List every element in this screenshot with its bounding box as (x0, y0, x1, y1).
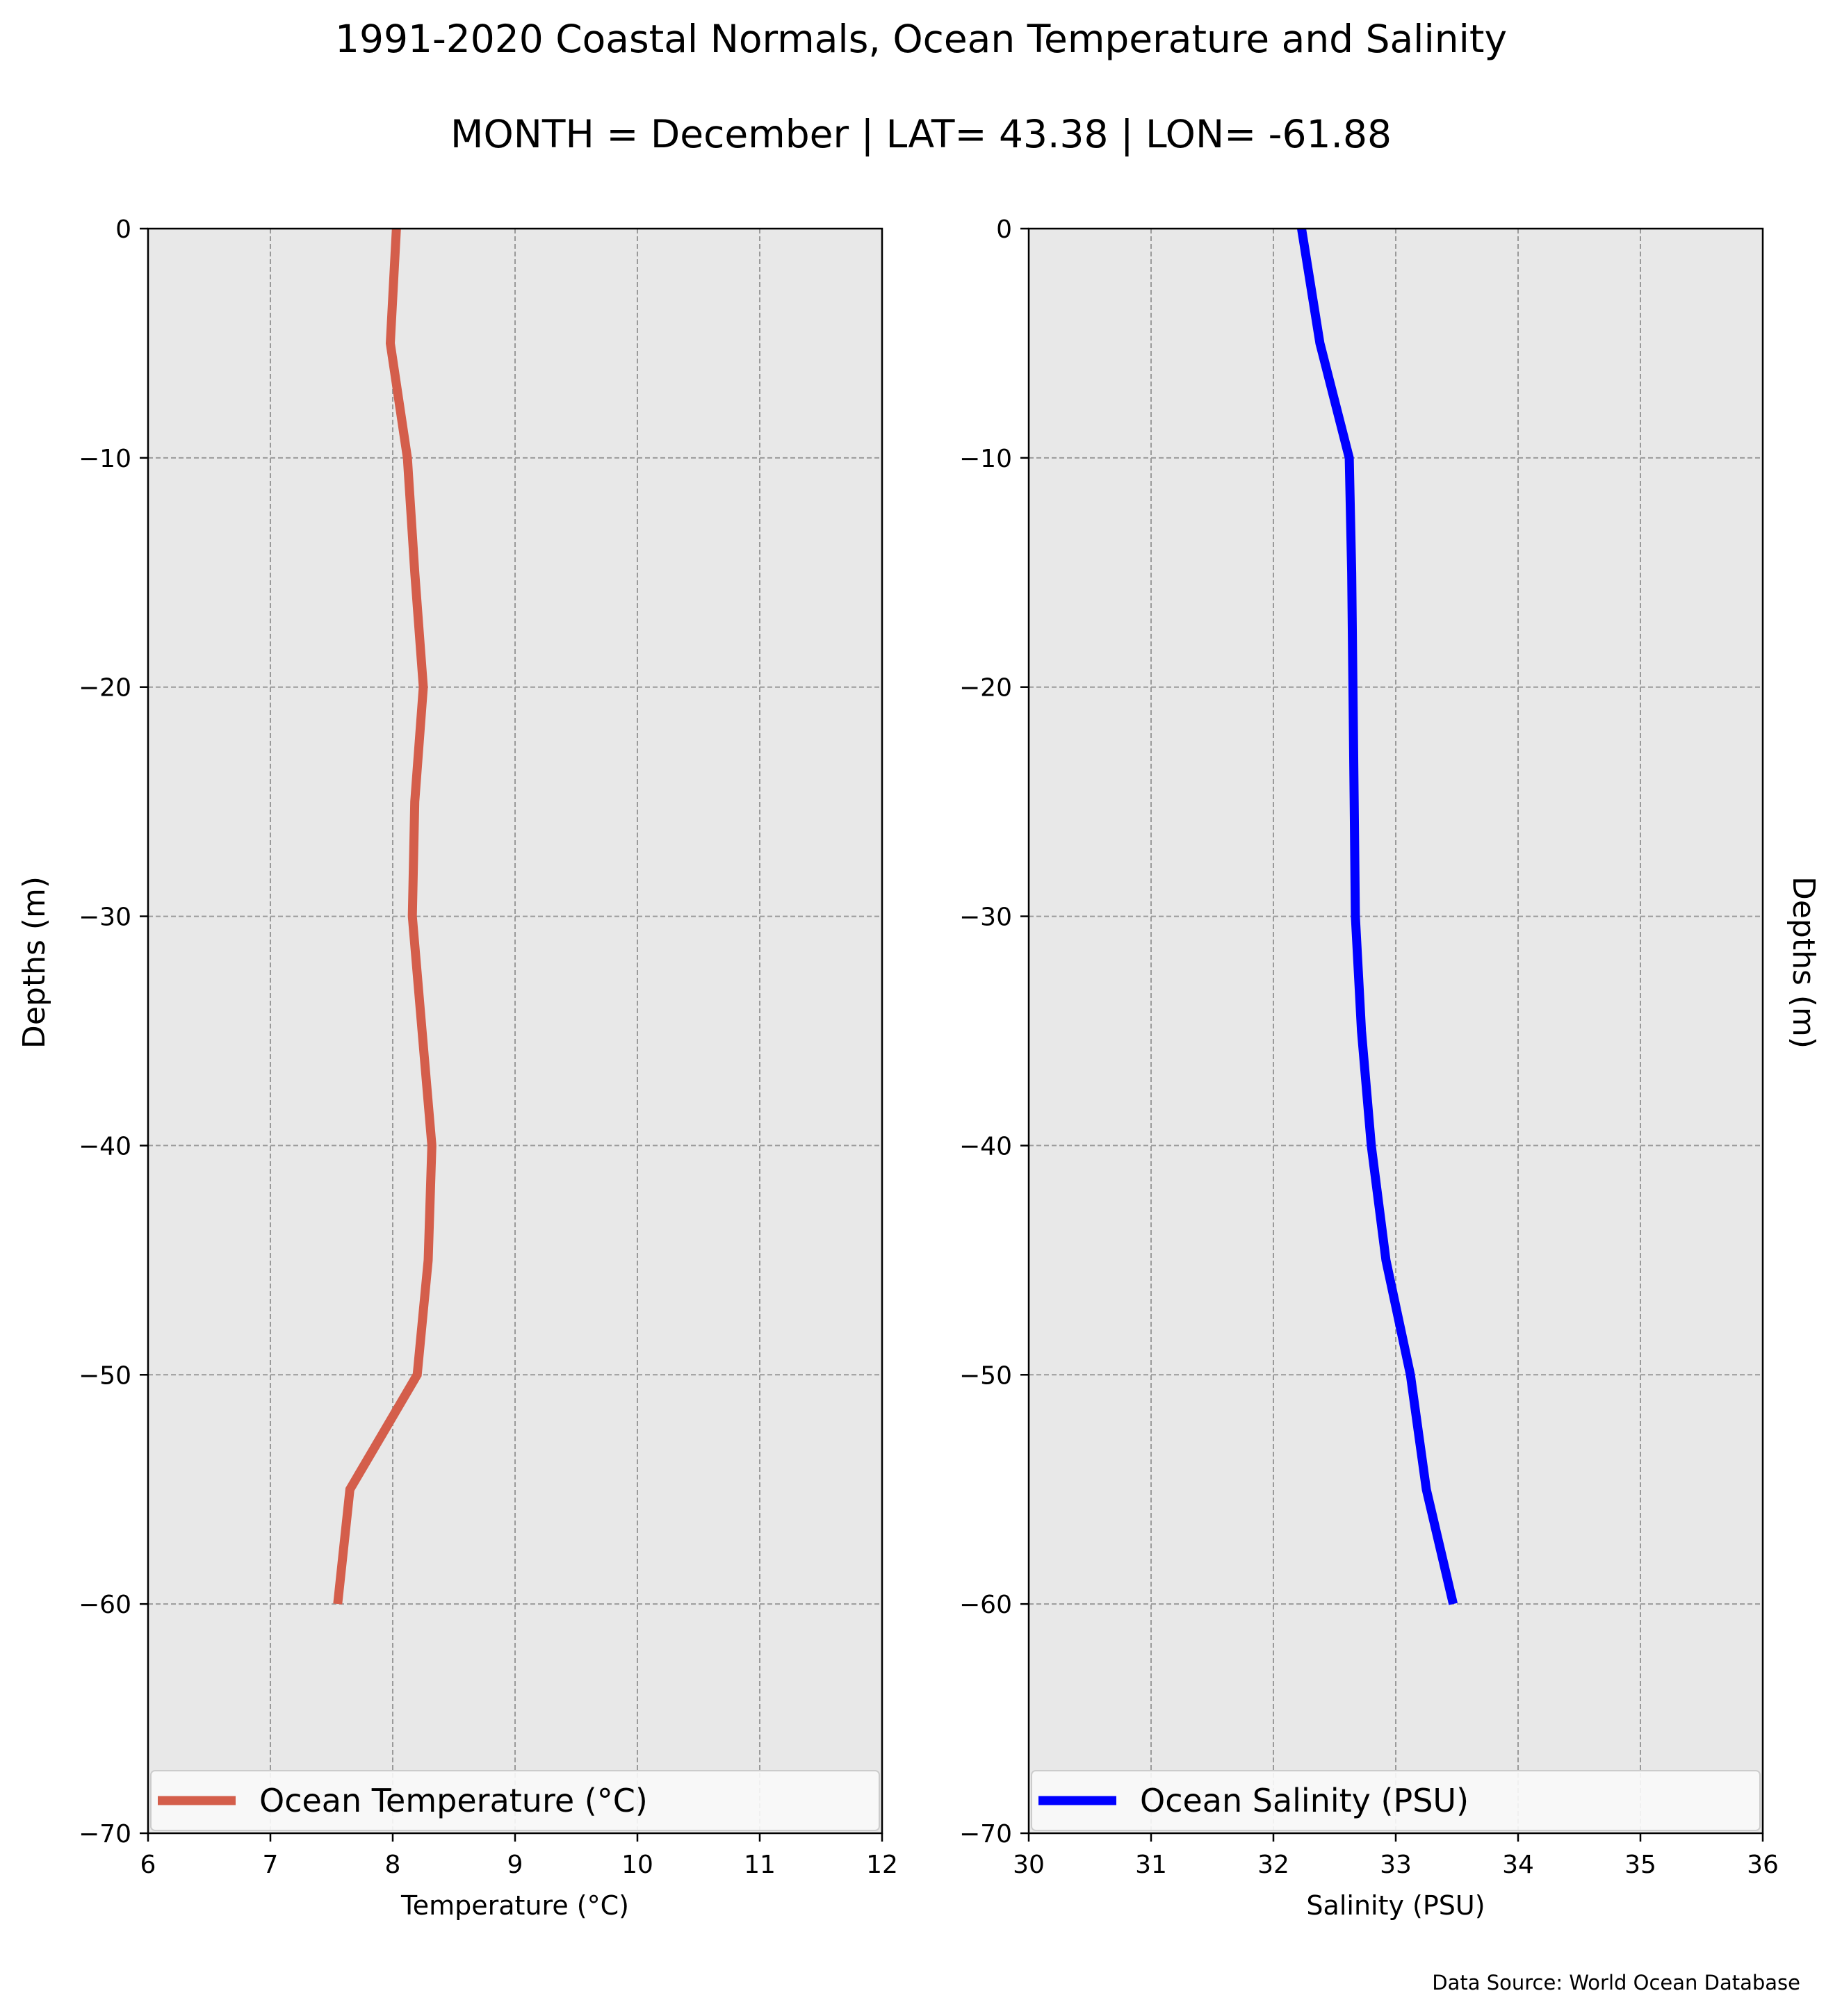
y-axis-label-left: Depths (m) (17, 876, 52, 1049)
sal-series-line (1297, 227, 1458, 1605)
temp-x-tick-label: 12 (866, 1851, 898, 1879)
sal-y-tick-label: −10 (959, 445, 1012, 473)
sal-y-tick-label: 0 (996, 215, 1012, 244)
temp-y-tick-label: −10 (79, 445, 131, 473)
temp-y-tick-label: −50 (79, 1361, 131, 1390)
chart-subtitle: MONTH = December | LAT= 43.38 | LON= -61… (450, 112, 1392, 157)
temp-plot-area (148, 229, 882, 1833)
sal-x-tick-label: 35 (1624, 1851, 1656, 1879)
temp-x-tick-label: 7 (263, 1851, 279, 1879)
salinity-panel: 30 31 32 33 34 35 36 0 −10 −20 −30 −40 −50 −60 −70 Sali… (959, 215, 1779, 1921)
temp-y-tick-label: −60 (79, 1591, 131, 1619)
sal-x-tick-label: 31 (1135, 1851, 1167, 1879)
temp-y-tick-label: −30 (79, 903, 131, 932)
temp-series-line (333, 228, 437, 1605)
temp-x-tick-label: 6 (140, 1851, 156, 1879)
temp-x-tick-label: 9 (507, 1851, 523, 1879)
sal-x-axis-label: Salinity (PSU) (1306, 1890, 1485, 1921)
temp-legend-box (150, 1770, 880, 1831)
temp-y-tick-label: 0 (115, 215, 131, 244)
sal-legend-box (1031, 1770, 1761, 1831)
sal-legend-label: Ocean Salinity (PSU) (1140, 1782, 1469, 1819)
sal-legend: Ocean Salinity (PSU) (1031, 1770, 1761, 1831)
sal-x-tick-label: 33 (1380, 1851, 1412, 1879)
chart-title: 1991-2020 Coastal Normals, Ocean Tempera… (335, 17, 1507, 61)
sal-x-tick-label: 30 (1013, 1851, 1045, 1879)
temp-x-tick-label: 11 (744, 1851, 776, 1879)
temp-y-tick-label: −40 (79, 1132, 131, 1161)
data-source-note: Data Source: World Ocean Database (1432, 1971, 1800, 1994)
sal-y-tick-label: −60 (959, 1591, 1012, 1619)
temperature-panel: 6 7 8 9 10 11 12 0 −10 −20 −30 −40 −50 −60 −70 Temperat… (79, 215, 898, 1921)
temp-legend: Ocean Temperature (°C) (150, 1770, 880, 1831)
y-axis-label-right: Depths (m) (1786, 876, 1821, 1049)
temp-y-tick-label: −20 (79, 674, 131, 703)
sal-x-tick-label: 36 (1747, 1851, 1779, 1879)
sal-plot-area (1029, 229, 1763, 1833)
sal-y-tick-label: −30 (959, 903, 1012, 932)
sal-y-tick-label: −50 (959, 1361, 1012, 1390)
sal-y-tick-label: −20 (959, 674, 1012, 703)
temp-x-tick-label: 10 (621, 1851, 653, 1879)
sal-x-tick-label: 34 (1502, 1851, 1534, 1879)
sal-y-tick-label: −70 (959, 1820, 1012, 1849)
sal-y-tick-label: −40 (959, 1132, 1012, 1161)
temp-x-axis-label: Temperature (°C) (400, 1890, 629, 1921)
temp-legend-label: Ocean Temperature (°C) (259, 1782, 648, 1819)
temp-y-tick-label: −70 (79, 1820, 131, 1849)
sal-x-tick-label: 32 (1257, 1851, 1289, 1879)
temp-x-tick-label: 8 (385, 1851, 401, 1879)
